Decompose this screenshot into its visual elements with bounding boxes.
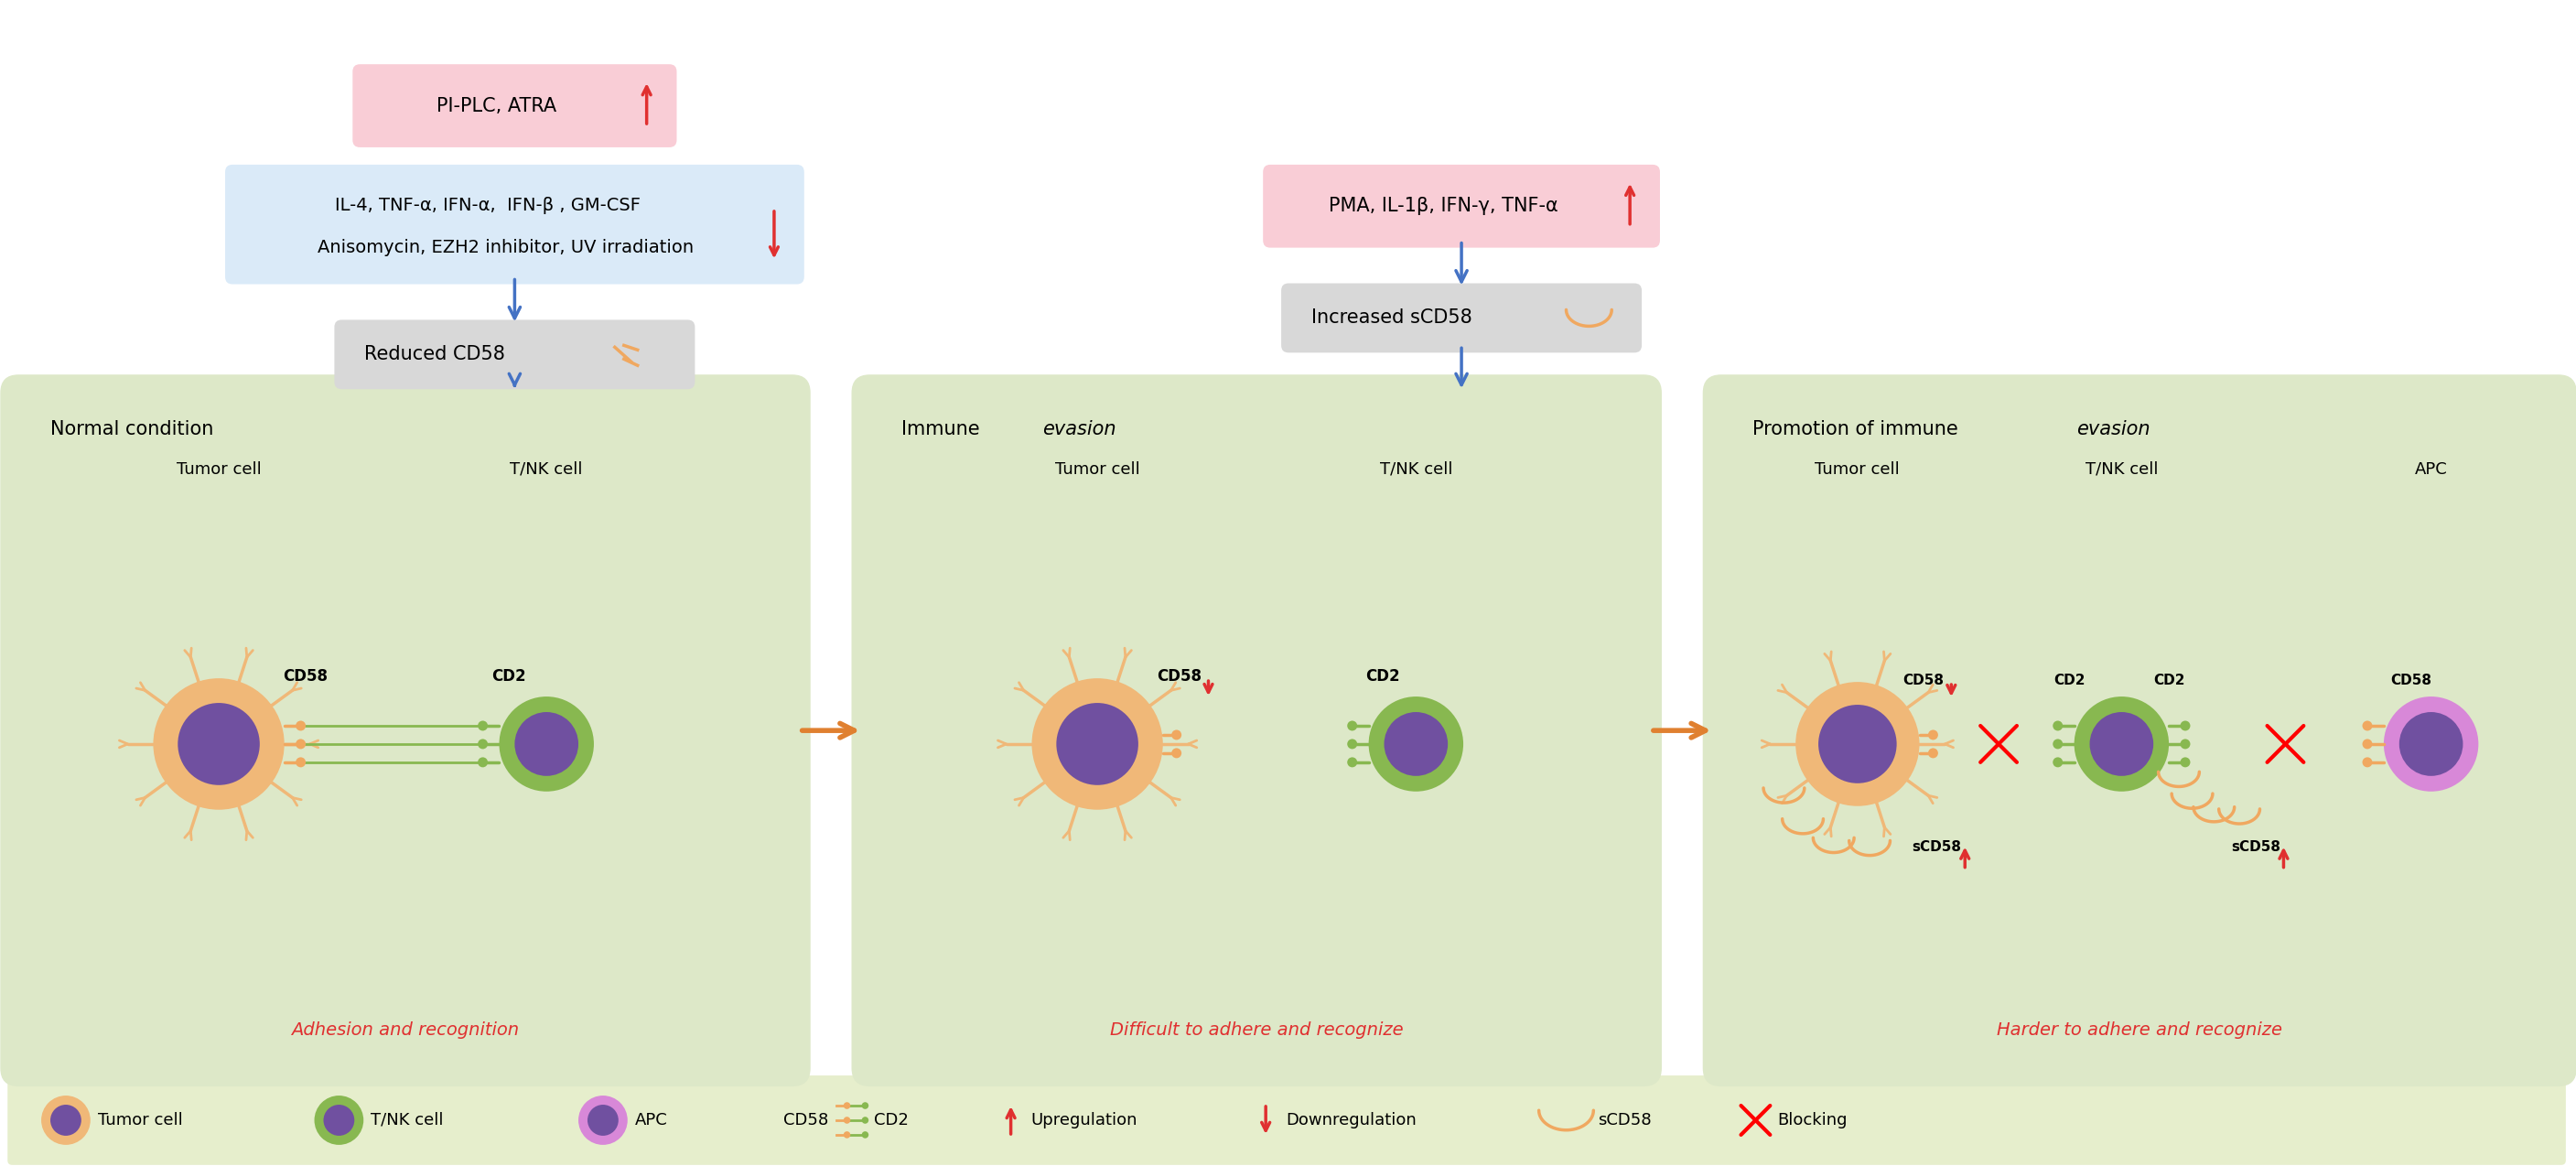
Text: CD58: CD58 bbox=[283, 668, 327, 684]
Circle shape bbox=[2179, 739, 2190, 749]
Circle shape bbox=[2383, 696, 2478, 792]
Text: Immune: Immune bbox=[902, 420, 987, 438]
Text: sCD58: sCD58 bbox=[1597, 1112, 1651, 1129]
Text: evasion: evasion bbox=[1043, 420, 1115, 438]
Circle shape bbox=[842, 1102, 850, 1109]
Text: CD58: CD58 bbox=[1157, 668, 1200, 684]
Circle shape bbox=[296, 739, 307, 749]
Circle shape bbox=[1172, 730, 1182, 740]
Text: CD58: CD58 bbox=[2391, 674, 2432, 688]
Circle shape bbox=[842, 1131, 850, 1138]
Text: Tumor cell: Tumor cell bbox=[175, 462, 260, 478]
Circle shape bbox=[863, 1131, 868, 1138]
Text: APC: APC bbox=[2414, 462, 2447, 478]
FancyBboxPatch shape bbox=[1280, 283, 1641, 352]
Circle shape bbox=[52, 1104, 82, 1136]
Circle shape bbox=[515, 712, 580, 775]
Circle shape bbox=[1033, 679, 1162, 809]
FancyBboxPatch shape bbox=[224, 164, 804, 285]
Circle shape bbox=[1795, 682, 1919, 806]
Text: evasion: evasion bbox=[2076, 420, 2151, 438]
Circle shape bbox=[2362, 721, 2372, 731]
Circle shape bbox=[314, 1096, 363, 1145]
Text: T/NK cell: T/NK cell bbox=[2084, 462, 2159, 478]
Text: Increased sCD58: Increased sCD58 bbox=[1311, 309, 1471, 328]
Circle shape bbox=[2362, 739, 2372, 749]
Text: CD2: CD2 bbox=[1365, 668, 1401, 684]
Circle shape bbox=[2398, 712, 2463, 775]
Circle shape bbox=[477, 721, 487, 731]
Text: APC: APC bbox=[634, 1112, 667, 1129]
Circle shape bbox=[1347, 739, 1358, 749]
Circle shape bbox=[325, 1104, 355, 1136]
FancyBboxPatch shape bbox=[1703, 374, 2576, 1087]
Text: sCD58: sCD58 bbox=[2231, 840, 2280, 854]
Circle shape bbox=[1819, 704, 1896, 784]
Text: T/NK cell: T/NK cell bbox=[371, 1112, 443, 1129]
Text: CD58: CD58 bbox=[783, 1112, 829, 1129]
Circle shape bbox=[477, 757, 487, 767]
Circle shape bbox=[2179, 757, 2190, 767]
Circle shape bbox=[1927, 730, 1937, 740]
Circle shape bbox=[2179, 721, 2190, 731]
Circle shape bbox=[2053, 721, 2063, 731]
Text: Promotion of immune: Promotion of immune bbox=[1752, 420, 1965, 438]
Circle shape bbox=[41, 1096, 90, 1145]
Text: CD2: CD2 bbox=[2053, 674, 2084, 688]
FancyBboxPatch shape bbox=[0, 374, 811, 1087]
Text: PI-PLC, ATRA: PI-PLC, ATRA bbox=[435, 97, 556, 115]
Circle shape bbox=[296, 721, 307, 731]
Circle shape bbox=[1347, 721, 1358, 731]
Circle shape bbox=[477, 739, 487, 749]
Circle shape bbox=[500, 696, 595, 792]
Circle shape bbox=[2362, 757, 2372, 767]
Text: CD58: CD58 bbox=[1904, 674, 1945, 688]
Text: Tumor cell: Tumor cell bbox=[98, 1112, 183, 1129]
Text: Blocking: Blocking bbox=[1777, 1112, 1847, 1129]
Circle shape bbox=[580, 1096, 629, 1145]
Text: CD2: CD2 bbox=[2154, 674, 2184, 688]
Text: Adhesion and recognition: Adhesion and recognition bbox=[291, 1021, 520, 1039]
Circle shape bbox=[1347, 757, 1358, 767]
Circle shape bbox=[178, 703, 260, 785]
Text: CD2: CD2 bbox=[492, 668, 526, 684]
Text: PMA, IL-1β, IFN-γ, TNF-α: PMA, IL-1β, IFN-γ, TNF-α bbox=[1329, 197, 1558, 216]
Circle shape bbox=[1172, 749, 1182, 758]
FancyBboxPatch shape bbox=[1262, 164, 1659, 247]
Circle shape bbox=[842, 1117, 850, 1124]
FancyBboxPatch shape bbox=[353, 64, 677, 147]
Circle shape bbox=[152, 679, 283, 809]
Circle shape bbox=[1368, 696, 1463, 792]
Circle shape bbox=[863, 1102, 868, 1109]
Circle shape bbox=[2089, 712, 2154, 775]
Text: Reduced CD58: Reduced CD58 bbox=[363, 345, 505, 364]
Text: T/NK cell: T/NK cell bbox=[510, 462, 582, 478]
Text: Tumor cell: Tumor cell bbox=[1816, 462, 1901, 478]
Text: Anisomycin, EZH2 inhibitor, UV irradiation: Anisomycin, EZH2 inhibitor, UV irradiati… bbox=[317, 239, 693, 257]
Text: sCD58: sCD58 bbox=[1911, 840, 1960, 854]
Circle shape bbox=[587, 1104, 618, 1136]
Text: Downregulation: Downregulation bbox=[1285, 1112, 1417, 1129]
Circle shape bbox=[2074, 696, 2169, 792]
Text: CD2: CD2 bbox=[873, 1112, 909, 1129]
Text: Harder to adhere and recognize: Harder to adhere and recognize bbox=[1996, 1021, 2282, 1039]
Text: IL-4, TNF-α, IFN-α,  IFN-β , GM-CSF: IL-4, TNF-α, IFN-α, IFN-β , GM-CSF bbox=[335, 197, 641, 215]
Text: Difficult to adhere and recognize: Difficult to adhere and recognize bbox=[1110, 1021, 1404, 1039]
Circle shape bbox=[1927, 749, 1937, 758]
Text: Upregulation: Upregulation bbox=[1030, 1112, 1139, 1129]
Circle shape bbox=[2053, 757, 2063, 767]
Text: Normal condition: Normal condition bbox=[52, 420, 214, 438]
Circle shape bbox=[296, 757, 307, 767]
Circle shape bbox=[1056, 703, 1139, 785]
Text: Tumor cell: Tumor cell bbox=[1056, 462, 1139, 478]
FancyBboxPatch shape bbox=[335, 319, 696, 389]
FancyBboxPatch shape bbox=[8, 1075, 2566, 1165]
Circle shape bbox=[863, 1117, 868, 1124]
Circle shape bbox=[1383, 712, 1448, 775]
Circle shape bbox=[2053, 739, 2063, 749]
FancyBboxPatch shape bbox=[853, 374, 1662, 1087]
Text: T/NK cell: T/NK cell bbox=[1381, 462, 1453, 478]
